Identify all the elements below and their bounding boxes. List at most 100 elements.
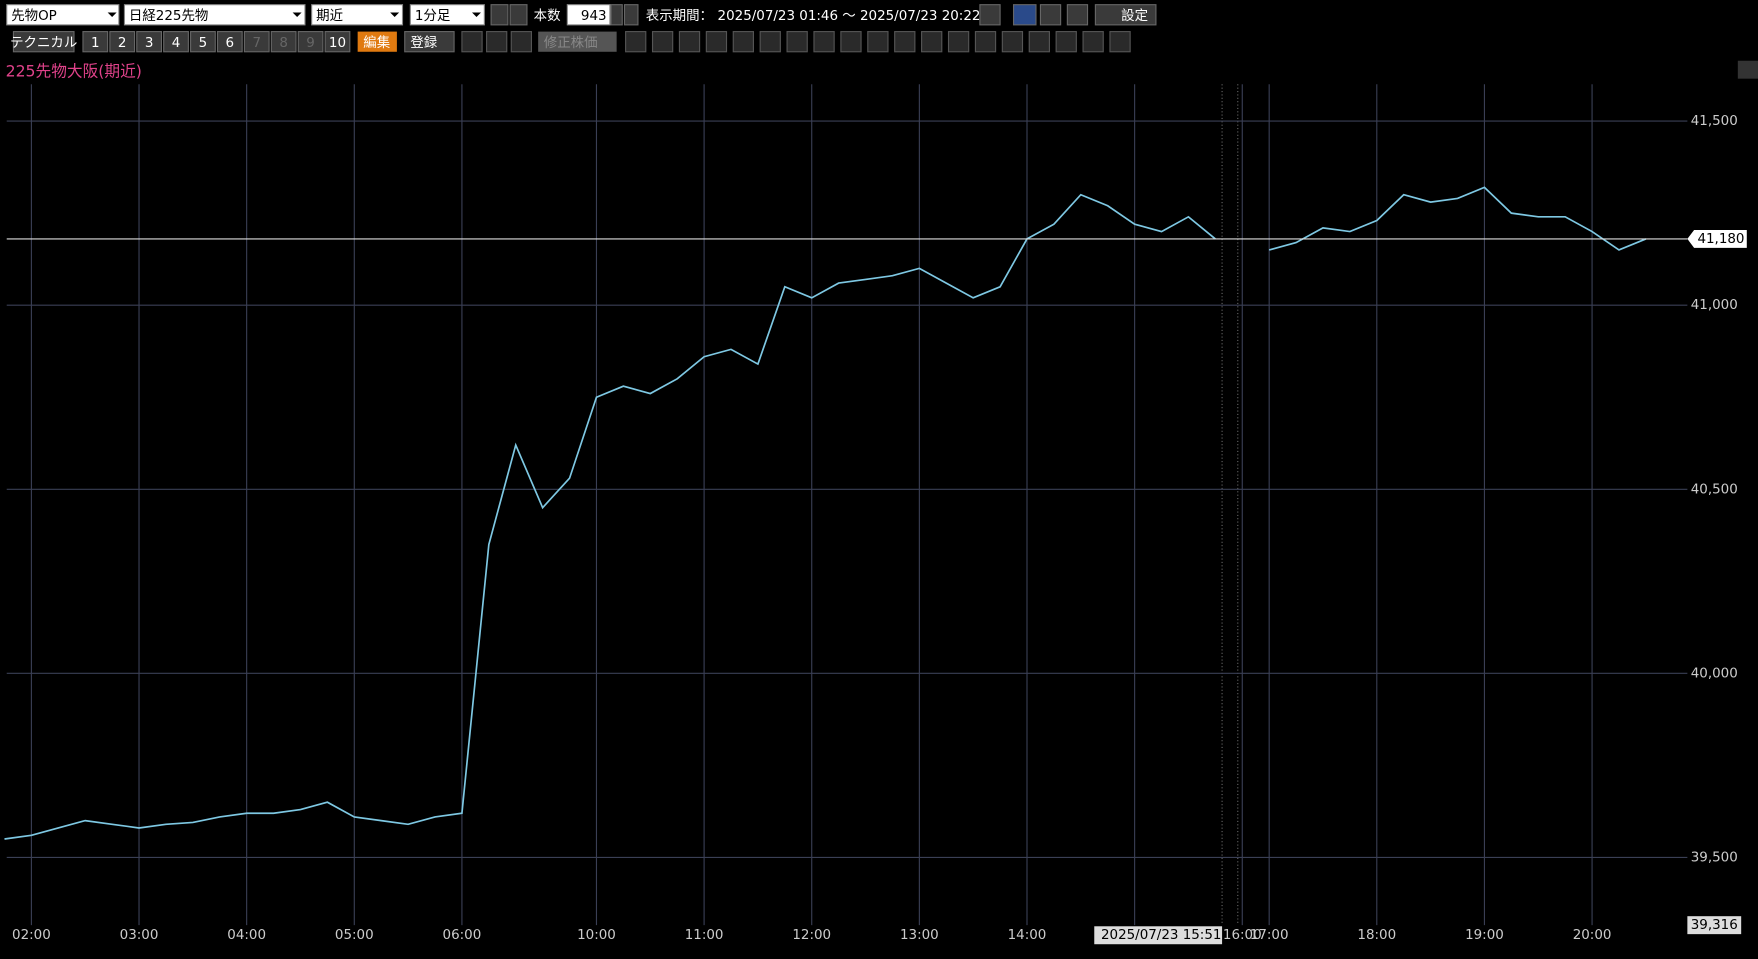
drawing-tool[interactable]	[486, 31, 508, 53]
layout-label: 4	[172, 36, 181, 51]
layout-label: 1	[91, 36, 100, 51]
interval-select[interactable]	[409, 4, 485, 26]
prev-button[interactable]	[490, 4, 509, 26]
layout-button[interactable]	[270, 31, 297, 53]
layout-button[interactable]	[324, 31, 351, 53]
reset-button[interactable]	[979, 4, 1001, 26]
register: 登録	[410, 35, 437, 51]
toolbar-row-2: テクニカル 編集 登録 修正株価 1 2 3 4 5 6 7 8 9 10	[10, 31, 1131, 53]
layout-button[interactable]	[82, 31, 109, 53]
settings: 設定	[1121, 8, 1148, 24]
drawing-tool[interactable]	[1028, 31, 1050, 53]
drawing-tool[interactable]	[1001, 31, 1024, 53]
chart-title: 225先物大阪(期近)	[6, 61, 142, 80]
price-line	[4, 186, 1647, 840]
layout-button[interactable]	[109, 31, 136, 53]
technical: テクニカル	[10, 35, 77, 51]
x-tick-label: 10:00	[577, 928, 616, 943]
drawing-tool[interactable]	[461, 31, 483, 53]
x-tick-label: 04:00	[227, 928, 266, 943]
adjusted-button[interactable]	[538, 31, 617, 52]
interval: 1分足	[415, 8, 450, 24]
contract: 期近	[316, 8, 343, 24]
period: 2025/07/23 01:46 ～ 2025/07/23 20:22	[718, 9, 981, 24]
edit: 編集	[363, 35, 390, 51]
layout-button[interactable]	[163, 31, 189, 53]
drawing-tool[interactable]	[651, 31, 674, 53]
drawing-tool[interactable]	[921, 31, 943, 53]
x-tick-label: 12:00	[792, 928, 831, 943]
drawing-tool[interactable]	[510, 31, 532, 53]
drawing-tool[interactable]	[678, 31, 701, 53]
drawing-tool[interactable]	[759, 31, 781, 53]
dropdown-arrows	[107, 12, 481, 18]
x-tick-label: 16:00	[1223, 928, 1262, 943]
x-tick-label: 13:00	[900, 928, 939, 943]
x-tick-label: 18:00	[1357, 928, 1396, 943]
drawing-tool[interactable]	[1109, 31, 1131, 53]
print-button[interactable]	[1039, 4, 1062, 26]
x-tick-label: 02:00	[12, 928, 51, 943]
y-tick-label: 41,500	[1691, 114, 1738, 129]
drawing-tool[interactable]	[786, 31, 808, 53]
count-up[interactable]	[623, 4, 639, 26]
x-tick-label: 05:00	[335, 928, 374, 943]
instrument: 日経225先物	[129, 8, 208, 24]
drawing-tool[interactable]	[894, 31, 916, 53]
toolbar-row-1: 先物OP 日経225先物 期近 1分足 本数 943 表示期間： 2025/07…	[6, 4, 1157, 26]
x-tick-label: 03:00	[120, 928, 159, 943]
export-button[interactable]	[1066, 4, 1089, 26]
layout-label: 7	[252, 36, 261, 51]
y-tick-label: 40,500	[1691, 482, 1738, 497]
layout-button[interactable]	[216, 31, 243, 53]
count-spin[interactable]	[610, 4, 623, 26]
drawing-tool[interactable]	[732, 31, 754, 53]
count: 943	[581, 9, 607, 24]
count-label: 本数	[534, 8, 561, 24]
collapse-button[interactable]	[1737, 60, 1758, 79]
register-button[interactable]	[404, 31, 455, 53]
layout-button[interactable]	[136, 31, 163, 53]
layout-button[interactable]	[190, 31, 216, 53]
edit-button[interactable]	[357, 31, 397, 52]
x-tick-label: 17:00	[1250, 928, 1289, 943]
adjusted: 修正株価	[544, 35, 598, 51]
drawing-tool[interactable]	[705, 31, 728, 53]
drawing-tool[interactable]	[1082, 31, 1104, 53]
cursor-time-tag	[1094, 926, 1223, 945]
y-tick-label: 41,000	[1691, 298, 1738, 313]
layout-label: 9	[306, 36, 315, 51]
layout-label: 3	[145, 36, 154, 51]
x-tick-label: 14:00	[1008, 928, 1047, 943]
last-price-label: 41,180	[1697, 232, 1744, 247]
contract-select[interactable]	[311, 4, 404, 26]
layout-label: 8	[279, 36, 288, 51]
chart-type-button[interactable]	[1012, 4, 1037, 26]
drawing-tool[interactable]	[625, 31, 647, 53]
next-button[interactable]	[509, 4, 528, 26]
cursor-price-label: 39,316	[1691, 918, 1738, 933]
instrument-select[interactable]	[123, 4, 306, 26]
drawing-tool[interactable]	[947, 31, 970, 53]
layout-label: 5	[199, 36, 208, 51]
layout-button[interactable]	[297, 31, 324, 53]
x-tick-label: 20:00	[1573, 928, 1612, 943]
technical-button[interactable]	[12, 31, 75, 53]
product-select[interactable]	[6, 4, 120, 26]
settings-button[interactable]	[1094, 4, 1157, 26]
drawing-tool[interactable]	[813, 31, 835, 53]
layout-button[interactable]	[243, 31, 270, 53]
drawing-tool[interactable]	[840, 31, 862, 53]
drawing-tool[interactable]	[974, 31, 997, 53]
layout-label: 2	[118, 36, 127, 51]
x-tick-label: 19:00	[1465, 928, 1504, 943]
drawing-tool[interactable]	[867, 31, 889, 53]
y-tick-label: 40,000	[1691, 666, 1738, 681]
layout-label: 10	[329, 36, 346, 51]
last-price-tag	[1687, 229, 1747, 248]
count-input[interactable]	[566, 4, 611, 26]
cursor-time-label: 2025/07/23 15:51	[1101, 928, 1221, 943]
drawing-tool[interactable]	[1055, 31, 1077, 53]
